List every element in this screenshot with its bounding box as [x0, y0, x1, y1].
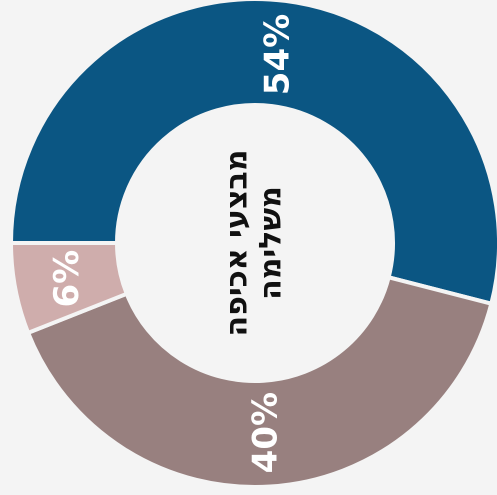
donut-segment — [25, 274, 494, 489]
center-title: משלימה — [254, 186, 289, 300]
value-label: 54% — [257, 14, 297, 95]
value-label: 6% — [47, 250, 87, 308]
donut-segment — [8, 0, 497, 307]
value-label: 40% — [245, 392, 285, 473]
donut-segment — [8, 241, 130, 336]
center-title: מבצעי אכיפה — [220, 150, 255, 337]
